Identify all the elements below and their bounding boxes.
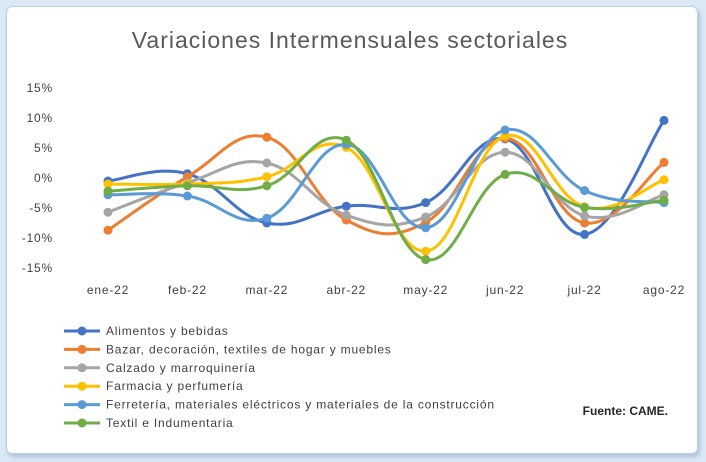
legend-item: Ferretería, materiales eléctricos y mate… (64, 398, 495, 412)
legend-item: Textil e Indumentaria (64, 416, 234, 430)
data-point (421, 255, 431, 265)
data-point (580, 186, 590, 196)
chart-title: Variaciones Intermensuales sectoriales (132, 27, 568, 53)
data-point (421, 212, 431, 222)
data-point (421, 223, 431, 233)
legend-label: Alimentos y bebidas (106, 324, 229, 338)
series-line (106, 134, 666, 236)
legend-item: Farmacia y perfumería (64, 379, 244, 393)
data-point (500, 169, 510, 179)
y-tick-label: -15% (22, 261, 53, 275)
data-point (659, 157, 669, 167)
legend-label: Calzado y marroquinería (106, 361, 256, 375)
x-tick-label: abr-22 (327, 283, 367, 297)
legend-label: Farmacia y perfumería (106, 379, 244, 393)
data-point (262, 132, 272, 142)
series-line (106, 136, 666, 262)
legend-item: Alimentos y bebidas (64, 324, 229, 338)
y-tick-label: 10% (27, 111, 53, 125)
data-point (262, 172, 272, 182)
legend-item: Calzado y marroquinería (64, 361, 256, 375)
legend-label: Ferretería, materiales eléctricos y mate… (106, 398, 495, 412)
legend-marker (77, 418, 87, 428)
x-tick-label: may-22 (403, 283, 448, 297)
data-point (580, 211, 590, 221)
legend-item: Bazar, decoración, textiles de hogar y m… (64, 342, 392, 356)
data-point (103, 179, 113, 189)
legend-marker (77, 381, 87, 391)
series-line (106, 150, 666, 227)
data-point (421, 198, 431, 208)
y-tick-label: 15% (27, 81, 53, 95)
data-point (341, 210, 351, 220)
legend-marker (77, 363, 87, 373)
series-6 (103, 135, 669, 265)
chart-frame (6, 6, 698, 454)
data-point (659, 175, 669, 185)
data-point (580, 202, 590, 212)
data-point (421, 246, 431, 256)
data-point (341, 201, 351, 211)
x-tick-label: mar-22 (245, 283, 288, 297)
data-point (659, 115, 669, 125)
data-point (262, 158, 272, 168)
y-tick-label: -5% (29, 201, 53, 215)
x-tick-label: jun-22 (485, 283, 524, 297)
x-tick-label: ene-22 (87, 283, 129, 297)
y-tick-label: -10% (22, 231, 53, 245)
x-tick-label: feb-22 (168, 283, 207, 297)
data-point (182, 191, 192, 201)
data-point (182, 181, 192, 191)
data-point (103, 207, 113, 217)
data-point (262, 181, 272, 191)
legend-marker (77, 344, 87, 354)
series-lines (103, 115, 669, 265)
x-axis: ene-22 feb-22 mar-22 abr-22 may-22 jun-22 jul-… (87, 283, 685, 297)
legend-marker (77, 326, 87, 336)
y-tick-label: 0% (34, 171, 53, 185)
data-point (500, 147, 510, 157)
data-point (659, 195, 669, 205)
legend-label: Textil e Indumentaria (106, 416, 234, 430)
legend: Alimentos y bebidas Bazar, decoración, te… (64, 324, 495, 430)
data-point (580, 218, 590, 228)
x-tick-label: ago-22 (643, 283, 685, 297)
series-line (106, 127, 666, 230)
data-point (103, 186, 113, 196)
data-point (103, 225, 113, 235)
data-point (262, 213, 272, 223)
y-axis: 15% 10% 5% 0% -5% -10% -15% (22, 81, 53, 275)
data-point (500, 125, 510, 135)
legend-marker (77, 400, 87, 410)
legend-label: Bazar, decoración, textiles de hogar y m… (106, 342, 392, 356)
y-tick-label: 5% (34, 141, 53, 155)
data-point (341, 135, 351, 145)
data-point (580, 229, 590, 239)
source-note: Fuente: CAME. (583, 404, 668, 418)
x-tick-label: jul-22 (566, 283, 601, 297)
